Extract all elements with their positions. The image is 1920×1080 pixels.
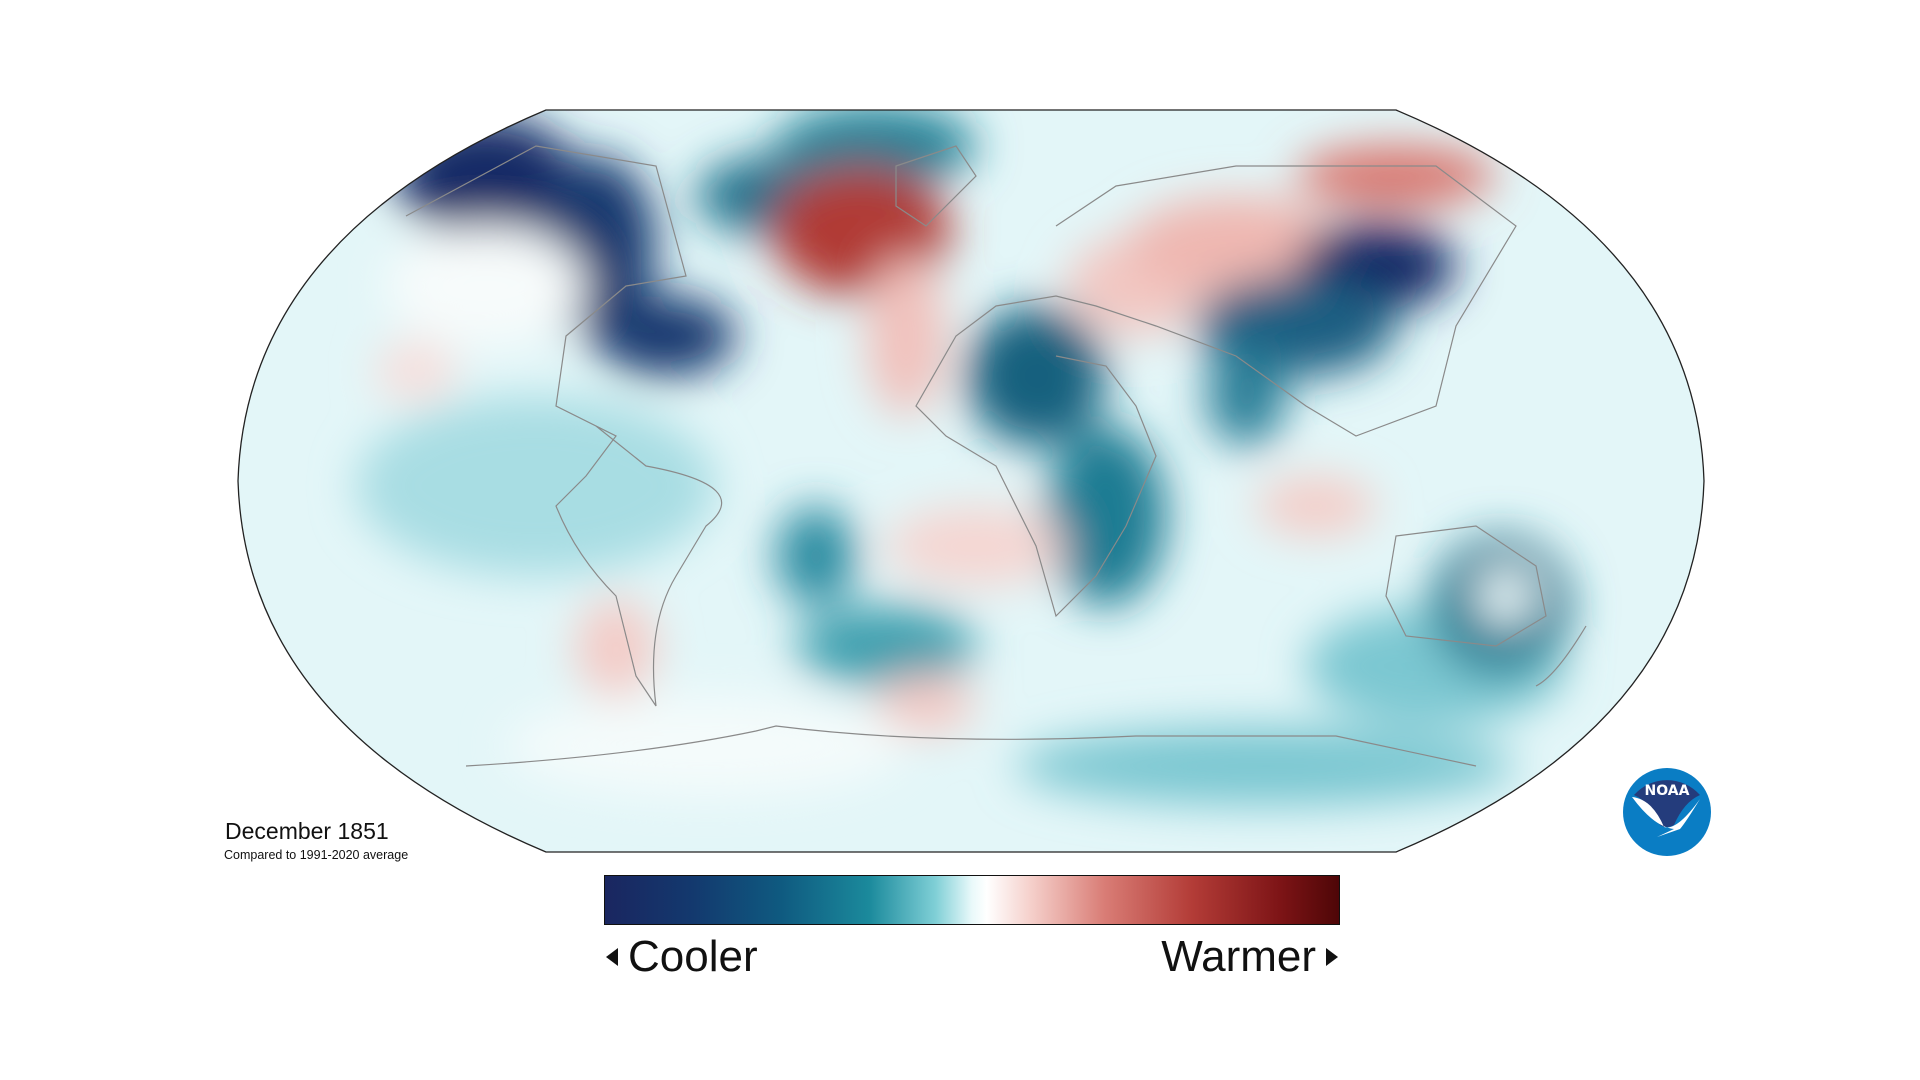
temperature-anomaly-map [237, 109, 1705, 853]
map-border [237, 109, 1705, 853]
svg-text:NOAA: NOAA [1645, 783, 1690, 799]
warmer-text: Warmer [1161, 932, 1316, 981]
anomaly-field [356, 110, 1571, 806]
warmer-label: Warmer [1161, 932, 1338, 982]
map-title: December 1851 [225, 818, 389, 844]
map-subtitle: Compared to 1991-2020 average [224, 848, 409, 862]
right-arrow-icon [1326, 948, 1338, 966]
cooler-text: Cooler [628, 932, 758, 981]
cooler-label: Cooler [606, 932, 758, 982]
coastlines [405, 145, 1587, 767]
noaa-logo: NOAA [1623, 768, 1711, 856]
colorbar [604, 875, 1340, 925]
left-arrow-icon [606, 948, 618, 966]
